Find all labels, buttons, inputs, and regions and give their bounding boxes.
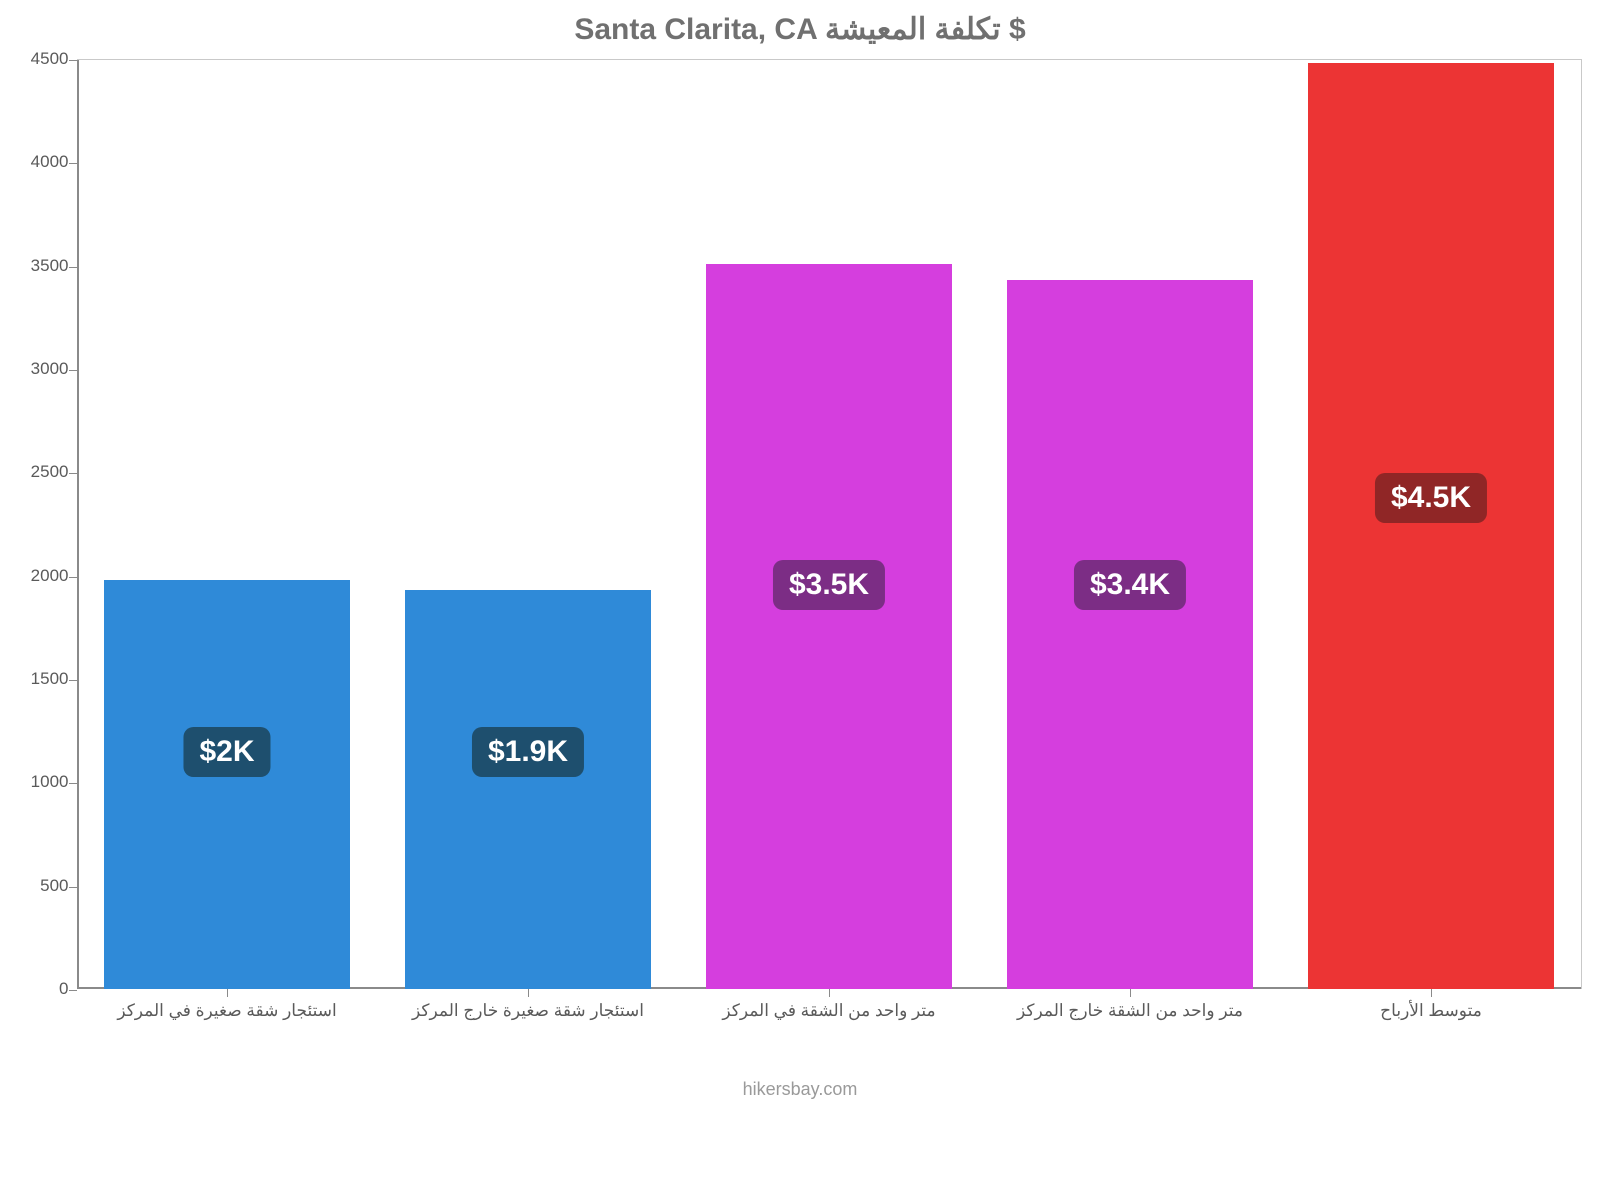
y-tick-mark xyxy=(69,783,77,784)
chart-title: Santa Clarita, CA تكلفة المعيشة $ xyxy=(574,0,1025,47)
x-tick-label: استئجار شقة صغيرة خارج المركز xyxy=(412,1001,644,1021)
x-tick-mark xyxy=(528,989,529,997)
y-tick-mark xyxy=(69,887,77,888)
x-tick-label: متوسط الأرباح xyxy=(1380,1001,1482,1021)
x-tick-mark xyxy=(227,989,228,997)
cost-of-living-chart: Santa Clarita, CA تكلفة المعيشة $ 0 500 10… xyxy=(0,0,1600,1200)
y-tick-label: 2000 xyxy=(31,566,69,586)
bar-value-label: $3.4K xyxy=(1074,560,1186,610)
y-tick-label: 0 xyxy=(59,979,68,999)
x-tick-label: استئجار شقة صغيرة في المركز xyxy=(117,1001,336,1021)
y-tick-label: 2500 xyxy=(31,462,69,482)
y-axis-labels: 050010001500200025003000350040004500 xyxy=(19,59,77,989)
y-tick-mark xyxy=(69,680,77,681)
attribution-text: hikersbay.com xyxy=(743,1079,858,1100)
y-tick-mark xyxy=(69,577,77,578)
x-tick-mark xyxy=(1431,989,1432,997)
bar xyxy=(706,264,953,989)
bar xyxy=(1308,63,1555,989)
bar-value-label: $1.9K xyxy=(472,727,584,777)
bar-value-label: $4.5K xyxy=(1375,473,1487,523)
y-tick-mark xyxy=(69,163,77,164)
x-tick-mark xyxy=(1130,989,1131,997)
bar xyxy=(1007,280,1254,989)
y-tick-mark xyxy=(69,370,77,371)
y-tick-label: 1500 xyxy=(31,669,69,689)
bar xyxy=(104,580,351,989)
bar-value-label: $3.5K xyxy=(773,560,885,610)
y-tick-label: 3000 xyxy=(31,359,69,379)
y-axis-line xyxy=(77,60,79,989)
plot-area: $2Kاستئجار شقة صغيرة في المركز$1.9Kاستئج… xyxy=(77,59,1582,989)
y-tick-label: 500 xyxy=(40,876,68,896)
y-tick-label: 4500 xyxy=(31,49,69,69)
y-tick-label: 4000 xyxy=(31,152,69,172)
y-tick-label: 3500 xyxy=(31,256,69,276)
bar xyxy=(405,590,652,989)
y-tick-mark xyxy=(69,990,77,991)
x-tick-label: متر واحد من الشقة في المركز xyxy=(722,1001,935,1021)
y-tick-label: 1000 xyxy=(31,772,69,792)
x-tick-mark xyxy=(829,989,830,997)
y-tick-mark xyxy=(69,60,77,61)
y-tick-mark xyxy=(69,473,77,474)
bar-value-label: $2K xyxy=(183,727,270,777)
plot-region: 050010001500200025003000350040004500 $2K… xyxy=(19,59,1582,989)
y-tick-mark xyxy=(69,267,77,268)
x-tick-label: متر واحد من الشقة خارج المركز xyxy=(1017,1001,1243,1021)
